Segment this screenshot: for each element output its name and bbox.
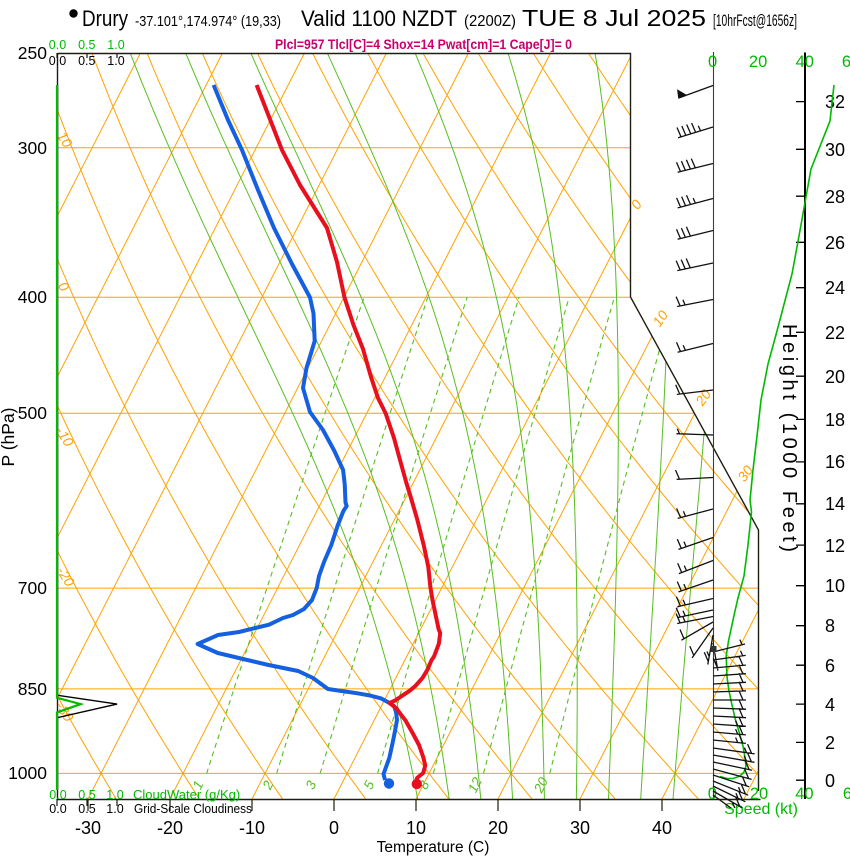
svg-text:-10: -10 [239, 818, 265, 838]
svg-text:850: 850 [18, 679, 47, 699]
svg-text:6: 6 [842, 53, 850, 71]
svg-text:2: 2 [825, 733, 835, 753]
svg-text:1.0: 1.0 [106, 802, 123, 816]
svg-text:0: 0 [708, 785, 717, 803]
svg-text:10: 10 [406, 818, 426, 838]
svg-text:6: 6 [825, 656, 835, 676]
svg-text:Temperature (C): Temperature (C) [377, 839, 490, 856]
svg-text:-30: -30 [75, 818, 101, 838]
svg-text:32: 32 [825, 92, 845, 112]
svg-text:30: 30 [570, 818, 590, 838]
svg-text:8: 8 [825, 616, 835, 636]
svg-text:20: 20 [530, 775, 551, 796]
svg-text:700: 700 [18, 578, 47, 598]
svg-text:18: 18 [825, 410, 845, 430]
svg-text:0.5: 0.5 [78, 788, 95, 802]
svg-text:300: 300 [18, 138, 47, 158]
svg-text:20: 20 [825, 367, 845, 387]
svg-text:0: 0 [329, 818, 339, 838]
svg-text:40: 40 [796, 53, 814, 71]
svg-text:1.0: 1.0 [107, 54, 124, 68]
svg-text:10: 10 [54, 129, 76, 151]
svg-text:Speed (kt): Speed (kt) [724, 801, 798, 818]
svg-text:20: 20 [750, 785, 768, 803]
svg-text:16: 16 [825, 452, 845, 472]
svg-text:Grid-Scale Cloudiness: Grid-Scale Cloudiness [134, 801, 252, 816]
svg-text:1000: 1000 [8, 763, 47, 783]
svg-text:-20: -20 [157, 818, 183, 838]
svg-text:0.5: 0.5 [78, 38, 95, 52]
svg-text:0.0: 0.0 [49, 54, 66, 68]
svg-text:0.0: 0.0 [49, 38, 66, 52]
svg-text:Valid 1100 NZDT: Valid 1100 NZDT [301, 6, 457, 31]
svg-text:30: 30 [825, 140, 845, 160]
svg-text:10: 10 [649, 307, 671, 329]
svg-text:P (hPa): P (hPa) [0, 407, 18, 466]
svg-text:250: 250 [18, 43, 47, 63]
svg-text:40: 40 [652, 818, 672, 838]
svg-text:12: 12 [465, 775, 485, 796]
svg-text:40: 40 [795, 785, 813, 803]
svg-text:3: 3 [303, 778, 320, 792]
svg-text:Plcl=957 Tlcl[C]=4 Shox=14 Pwa: Plcl=957 Tlcl[C]=4 Shox=14 Pwat[cm]=1 Ca… [275, 37, 572, 52]
svg-text:0.0: 0.0 [49, 788, 66, 802]
svg-text:1.0: 1.0 [106, 788, 123, 802]
svg-text:0.0: 0.0 [49, 802, 66, 816]
svg-text:14: 14 [825, 494, 845, 514]
svg-text:6: 6 [843, 785, 850, 803]
svg-text:22: 22 [825, 323, 845, 343]
svg-text:[10hrFcst@1656z]: [10hrFcst@1656z] [713, 12, 797, 30]
svg-text:(2200Z): (2200Z) [464, 13, 516, 30]
svg-text:20: 20 [749, 53, 767, 71]
svg-text:CloudWater (g/Kg): CloudWater (g/Kg) [133, 787, 240, 802]
svg-text:0.5: 0.5 [78, 54, 95, 68]
svg-text:28: 28 [825, 187, 845, 207]
svg-text:4: 4 [825, 695, 835, 715]
svg-text:-37.101°,174.974° (19,33): -37.101°,174.974° (19,33) [135, 13, 281, 30]
svg-text:5: 5 [361, 778, 378, 792]
svg-text:12: 12 [825, 536, 845, 556]
svg-text:400: 400 [18, 287, 47, 307]
svg-text:TUE 8 Jul 2025: TUE 8 Jul 2025 [522, 5, 706, 31]
svg-text:2: 2 [259, 778, 276, 793]
svg-text:0.5: 0.5 [78, 802, 95, 816]
svg-text:20: 20 [488, 818, 508, 838]
svg-text:1.0: 1.0 [107, 38, 124, 52]
svg-text:Drury: Drury [82, 6, 128, 31]
svg-text:Height (1000 Feet): Height (1000 Feet) [778, 324, 800, 552]
svg-text:0: 0 [825, 771, 835, 791]
svg-text:24: 24 [825, 278, 845, 298]
svg-text:500: 500 [18, 403, 47, 423]
svg-text:10: 10 [825, 576, 845, 596]
svg-text:26: 26 [825, 233, 845, 253]
svg-text:0: 0 [708, 53, 717, 71]
